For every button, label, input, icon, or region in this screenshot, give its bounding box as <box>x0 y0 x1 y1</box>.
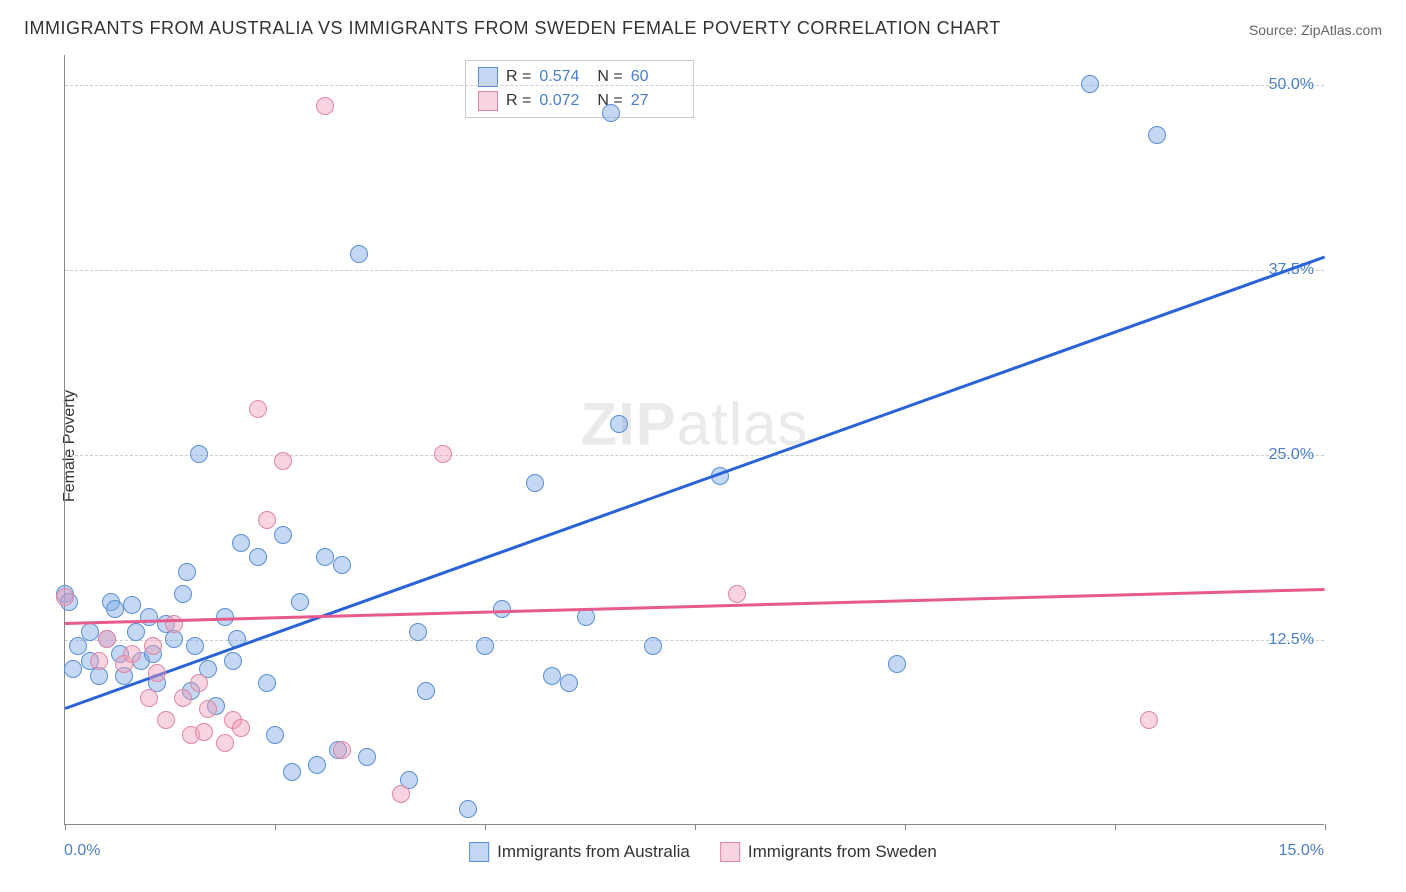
scatter-point <box>249 400 267 418</box>
scatter-point <box>358 748 376 766</box>
scatter-point <box>165 615 183 633</box>
scatter-point <box>258 511 276 529</box>
x-tick-mark <box>1115 824 1116 830</box>
y-tick-label: 25.0% <box>1269 446 1314 464</box>
scatter-point <box>274 452 292 470</box>
scatter-point <box>333 741 351 759</box>
scatter-point <box>333 556 351 574</box>
scatter-point <box>1140 711 1158 729</box>
scatter-point <box>728 585 746 603</box>
scatter-point <box>190 674 208 692</box>
y-tick-label: 50.0% <box>1269 76 1314 94</box>
scatter-point <box>123 645 141 663</box>
scatter-point <box>56 588 74 606</box>
x-tick-mark <box>275 824 276 830</box>
scatter-point <box>186 637 204 655</box>
stats-row-sweden: R = 0.072 N = 27 <box>478 89 681 113</box>
scatter-point <box>69 637 87 655</box>
scatter-point <box>434 445 452 463</box>
gridline <box>65 270 1324 271</box>
scatter-point <box>123 596 141 614</box>
scatter-point <box>644 637 662 655</box>
scatter-point <box>174 689 192 707</box>
scatter-point <box>140 608 158 626</box>
scatter-point <box>258 674 276 692</box>
bottom-legend: Immigrants from Australia Immigrants fro… <box>469 842 937 862</box>
scatter-point <box>274 526 292 544</box>
scatter-point <box>174 585 192 603</box>
scatter-point <box>526 474 544 492</box>
scatter-point <box>560 674 578 692</box>
trend-line <box>65 588 1325 625</box>
scatter-point <box>610 415 628 433</box>
scatter-point <box>232 534 250 552</box>
swatch-sweden <box>720 842 740 862</box>
scatter-point <box>1081 75 1099 93</box>
scatter-point <box>144 637 162 655</box>
scatter-point <box>216 734 234 752</box>
scatter-point <box>140 689 158 707</box>
scatter-point <box>602 104 620 122</box>
scatter-point <box>81 623 99 641</box>
scatter-point <box>459 800 477 818</box>
scatter-point <box>106 600 124 618</box>
x-tick-min: 0.0% <box>64 842 100 860</box>
legend-item-sweden: Immigrants from Sweden <box>720 842 937 862</box>
scatter-point <box>308 756 326 774</box>
scatter-point <box>90 652 108 670</box>
scatter-point <box>409 623 427 641</box>
scatter-point <box>178 563 196 581</box>
scatter-point <box>1148 126 1166 144</box>
scatter-point <box>199 700 217 718</box>
x-tick-max: 15.0% <box>1279 842 1324 860</box>
scatter-point <box>316 97 334 115</box>
scatter-point <box>195 723 213 741</box>
swatch-sweden <box>478 91 498 111</box>
chart-title: IMMIGRANTS FROM AUSTRALIA VS IMMIGRANTS … <box>24 18 1001 39</box>
y-tick-label: 12.5% <box>1269 631 1314 649</box>
scatter-point <box>888 655 906 673</box>
gridline <box>65 85 1324 86</box>
scatter-point <box>224 652 242 670</box>
scatter-point <box>392 785 410 803</box>
x-tick-mark <box>485 824 486 830</box>
scatter-point <box>98 630 116 648</box>
scatter-point <box>283 763 301 781</box>
scatter-point <box>190 445 208 463</box>
swatch-australia <box>469 842 489 862</box>
gridline <box>65 455 1324 456</box>
source-label: Source: ZipAtlas.com <box>1249 22 1382 38</box>
scatter-point <box>543 667 561 685</box>
scatter-point <box>417 682 435 700</box>
scatter-point <box>266 726 284 744</box>
chart-plot-area: ZIPatlas R = 0.574 N = 60 R = 0.072 N = … <box>64 55 1324 825</box>
stats-legend-box: R = 0.574 N = 60 R = 0.072 N = 27 <box>465 60 694 118</box>
scatter-point <box>127 623 145 641</box>
scatter-point <box>249 548 267 566</box>
scatter-point <box>148 664 166 682</box>
x-tick-mark <box>65 824 66 830</box>
scatter-point <box>157 711 175 729</box>
scatter-point <box>350 245 368 263</box>
scatter-point <box>232 719 250 737</box>
scatter-point <box>64 660 82 678</box>
x-tick-mark <box>695 824 696 830</box>
scatter-point <box>316 548 334 566</box>
legend-item-australia: Immigrants from Australia <box>469 842 690 862</box>
scatter-point <box>291 593 309 611</box>
x-tick-mark <box>1325 824 1326 830</box>
scatter-point <box>476 637 494 655</box>
x-tick-mark <box>905 824 906 830</box>
